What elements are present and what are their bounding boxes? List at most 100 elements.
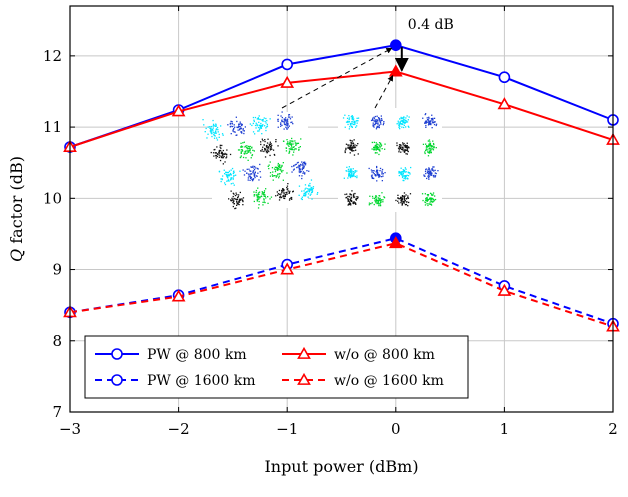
constellation-left-pt-4-54 [214,152,216,154]
constellation-left-pt-3-28 [280,125,282,127]
constellation-right-pt-11-45 [427,175,429,177]
constellation-left-pt-13-42 [270,196,273,198]
constellation-right-pt-4-15 [352,147,354,149]
constellation-right-pt-3-14 [427,121,429,123]
constellation-right-pt-2-26 [398,125,400,127]
constellation-left-pt-10-23 [271,167,274,169]
constellation-right-pt-0-3 [349,126,351,128]
constellation-right-pt-14-24 [398,202,400,204]
constellation-left-pt-15-44 [309,182,311,185]
constellation-right-pt-11-17 [428,177,430,179]
constellation-right-pt-0-20 [349,124,352,126]
constellation-left-pt-3-13 [287,127,289,129]
constellation-left-pt-8-11 [235,174,237,176]
constellation-right-pt-1-51 [370,119,373,122]
constellation-left-pt-7-37 [289,143,291,145]
constellation-left-pt-12-16 [228,198,230,200]
constellation-right-pt-6-52 [399,147,402,150]
constellation-left-pt-11-43 [303,164,305,166]
constellation-left-pt-2-41 [257,117,259,119]
constellation-left-pt-14-12 [283,190,285,192]
constellation-left-pt-8-28 [225,173,227,176]
constellation-left-pt-14-39 [282,195,285,197]
constellation-left-pt-14-10 [288,192,291,194]
constellation-left-pt-3-12 [287,125,289,127]
constellation-left-pt-3-42 [285,123,287,126]
constellation-left-pt-11-30 [304,161,306,163]
constellation-left-pt-9-34 [252,165,254,167]
constellation-left-pt-15-27 [307,188,309,190]
constellation-right-pt-15-47 [428,203,430,205]
constellation-right-cluster-8 [343,166,358,179]
constellation-right-pt-5-13 [379,142,382,144]
constellation-left-pt-5-28 [240,151,242,153]
constellation-left-pt-14-52 [285,191,287,194]
constellation-right-pt-13-46 [380,201,382,204]
constellation-left-pt-11-47 [299,165,301,167]
constellation-left-pt-4-13 [223,155,225,158]
constellation-left-pt-6-47 [266,145,268,147]
constellation-left-pt-10-35 [274,170,277,173]
constellation-left-pt-1-36 [233,131,235,133]
constellation-right-pt-14-42 [400,202,402,204]
constellation-right-pt-1-20 [373,120,375,122]
constellation-right-pt-6-11 [405,153,407,155]
constellation-right-pt-15-54 [430,199,432,201]
constellation-right-pt-11-27 [428,171,430,173]
constellation-left-pt-5-42 [244,146,246,148]
constellation-right-pt-10-43 [401,171,404,173]
constellation-left-pt-14-31 [286,185,289,187]
constellation-right-pt-7-37 [433,144,435,146]
constellation-left-pt-11-40 [300,163,302,166]
constellation-right-pt-15-48 [426,199,428,201]
constellation-left-pt-9-46 [249,179,251,181]
constellation-left-pt-2-53 [256,125,258,127]
constellation-left-pt-3-19 [286,122,288,125]
constellation-left-pt-4-51 [222,157,224,159]
constellation-left-pt-6-52 [270,148,272,150]
constellation-right-pt-5-36 [378,153,380,156]
constellation-left-pt-4-20 [219,159,222,162]
constellation-right-pt-13-53 [371,202,373,204]
constellation-left-pt-11-19 [302,167,304,169]
constellation-right-pt-10-7 [405,168,407,170]
constellation-left-pt-14-33 [277,193,280,195]
constellation-left-pt-10-15 [282,162,284,164]
constellation-right-pt-6-31 [406,150,409,152]
constellation-right-pt-8-33 [356,175,358,177]
constellation-right-pt-4-46 [357,143,359,145]
constellation-right-pt-9-9 [373,177,375,180]
constellation-left-pt-10-44 [277,162,279,165]
constellation-left-pt-14-43 [282,189,284,191]
constellation-left-pt-4-46 [218,154,220,156]
constellation-right-pt-15-4 [426,200,428,202]
constellation-left-pt-11-2 [301,177,303,180]
constellation-right-pt-2-31 [402,123,404,125]
constellation-right-pt-15-52 [422,199,424,202]
constellation-left-cluster-0 [202,119,224,141]
constellation-right-pt-11-14 [425,169,427,171]
constellation-left-pt-2-28 [262,120,264,122]
constellation-right-pt-9-45 [381,172,383,174]
constellation-left-pt-1-52 [237,126,239,128]
constellation-right-pt-9-43 [381,176,383,178]
constellation-left-pt-5-26 [242,142,244,144]
constellation-right-pt-6-47 [402,142,404,144]
constellation-left-pt-6-27 [260,150,262,152]
constellation-right-pt-11-9 [434,175,437,177]
constellation-right-pt-1-11 [374,122,377,124]
series-3-point-1 [171,289,186,302]
constellation-left-pt-5-11 [239,149,241,151]
constellation-right-pt-12-47 [354,202,356,204]
constellation-left-pt-13-50 [256,194,258,197]
constellation-right-pt-13-51 [378,199,380,202]
constellation-right-pt-6-3 [406,148,409,150]
constellation-left-pt-9-19 [248,175,250,177]
constellation-right-pt-12-19 [355,203,357,205]
constellation-left-pt-7-2 [289,141,291,143]
constellation-right-pt-4-2 [345,147,347,149]
constellation-left-pt-13-46 [253,200,255,203]
constellation-left [202,111,319,210]
constellation-left-pt-15-23 [304,188,306,190]
constellation-right-pt-12-46 [351,200,353,202]
